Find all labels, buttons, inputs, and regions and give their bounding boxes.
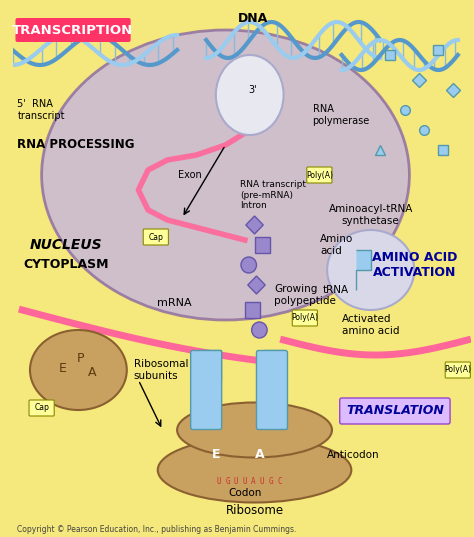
Text: Ribosomal
subunits: Ribosomal subunits — [134, 359, 188, 381]
Text: Amino
acid: Amino acid — [320, 234, 354, 256]
Polygon shape — [201, 350, 221, 410]
Text: A: A — [251, 477, 256, 487]
Text: Cap: Cap — [148, 233, 163, 242]
FancyBboxPatch shape — [340, 398, 450, 424]
Text: tRNA: tRNA — [322, 285, 348, 295]
Text: A: A — [255, 448, 264, 461]
Text: RNA transcript
(pre-mRNA)
Intron: RNA transcript (pre-mRNA) Intron — [240, 180, 306, 210]
Text: 3': 3' — [248, 85, 257, 95]
Text: mRNA: mRNA — [157, 298, 191, 308]
Text: Exon: Exon — [178, 170, 201, 180]
Text: Poly(A): Poly(A) — [292, 314, 319, 323]
FancyBboxPatch shape — [29, 400, 54, 416]
Circle shape — [241, 257, 256, 273]
FancyBboxPatch shape — [256, 351, 287, 430]
Text: Poly(A): Poly(A) — [306, 171, 333, 179]
Text: A: A — [88, 366, 96, 380]
Text: Growing
polypeptide: Growing polypeptide — [274, 284, 336, 306]
Ellipse shape — [216, 55, 283, 135]
Text: Ribosome: Ribosome — [226, 504, 283, 517]
Polygon shape — [255, 237, 270, 253]
Text: Anticodon: Anticodon — [327, 450, 380, 460]
Text: Copyright © Pearson Education, Inc., publishing as Benjamin Cummings.: Copyright © Pearson Education, Inc., pub… — [18, 526, 297, 534]
Text: TRANSLATION: TRANSLATION — [346, 404, 444, 417]
Text: RNA
polymerase: RNA polymerase — [313, 104, 370, 126]
Polygon shape — [246, 216, 263, 234]
Text: AMINO ACID
ACTIVATION: AMINO ACID ACTIVATION — [372, 251, 457, 279]
FancyBboxPatch shape — [307, 167, 332, 183]
FancyBboxPatch shape — [292, 310, 318, 326]
Ellipse shape — [42, 30, 410, 320]
Polygon shape — [248, 276, 265, 294]
Ellipse shape — [177, 403, 332, 458]
Polygon shape — [245, 302, 260, 318]
FancyBboxPatch shape — [16, 18, 131, 42]
Text: Activated
amino acid: Activated amino acid — [342, 314, 399, 336]
Text: U: U — [234, 477, 238, 487]
Text: E: E — [59, 361, 67, 374]
Text: Aminoacyl-tRNA
synthetase: Aminoacyl-tRNA synthetase — [328, 204, 413, 226]
Text: E: E — [211, 448, 220, 461]
Text: NUCLEUS: NUCLEUS — [29, 238, 102, 252]
Text: TRANSCRIPTION: TRANSCRIPTION — [12, 24, 133, 37]
Polygon shape — [264, 350, 283, 410]
Text: U: U — [260, 477, 264, 487]
Ellipse shape — [158, 438, 351, 503]
Text: RNA PROCESSING: RNA PROCESSING — [17, 139, 134, 151]
Ellipse shape — [327, 230, 414, 310]
Text: Poly(A): Poly(A) — [444, 366, 471, 374]
Text: U: U — [217, 477, 221, 487]
FancyBboxPatch shape — [191, 351, 222, 430]
Polygon shape — [356, 250, 371, 290]
FancyBboxPatch shape — [445, 362, 470, 378]
Text: U: U — [243, 477, 247, 487]
Text: G: G — [225, 477, 230, 487]
Text: Codon: Codon — [228, 488, 262, 498]
Text: G: G — [269, 477, 273, 487]
Text: P: P — [77, 352, 84, 365]
Text: C: C — [277, 477, 282, 487]
Text: Cap: Cap — [34, 403, 49, 412]
Text: 5'  RNA
transcript: 5' RNA transcript — [18, 99, 65, 121]
Ellipse shape — [30, 330, 127, 410]
Text: CYTOPLASM: CYTOPLASM — [23, 258, 109, 272]
Text: DNA: DNA — [237, 11, 268, 25]
FancyBboxPatch shape — [143, 229, 168, 245]
Circle shape — [252, 322, 267, 338]
